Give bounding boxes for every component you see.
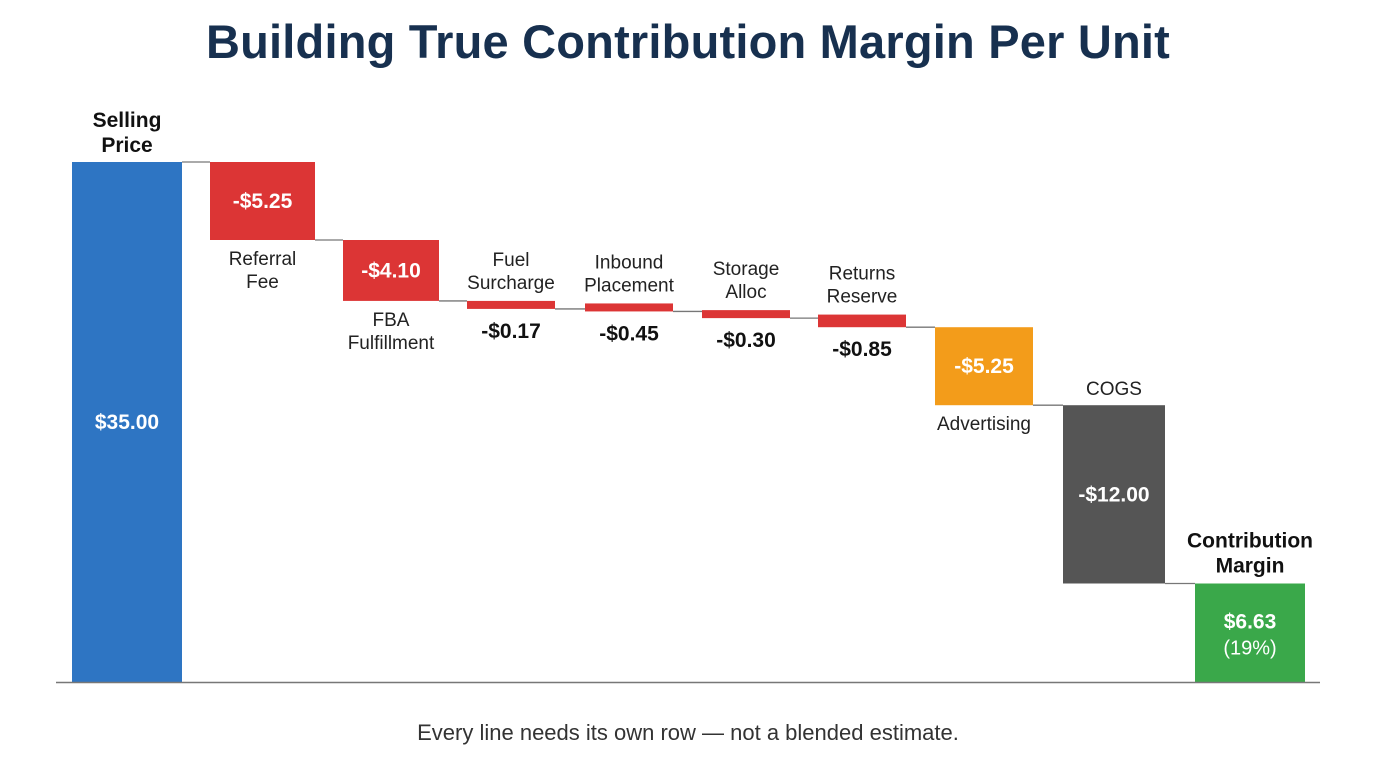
data-label-storage-alloc: -$0.30 xyxy=(716,329,776,352)
data-label-fba-fulfillment: -$4.10 xyxy=(361,259,421,282)
bar-advertising xyxy=(935,327,1033,406)
data-label-cogs: -$12.00 xyxy=(1078,483,1149,506)
connector-lines xyxy=(182,161,1195,585)
data-label-fuel-surcharge: -$0.17 xyxy=(481,320,541,343)
category-label-fba-fulfillment: Fulfillment xyxy=(348,333,435,354)
data-sublabel-contribution-margin: (19%) xyxy=(1223,637,1276,659)
bar-cogs xyxy=(1063,405,1165,584)
category-label-fba-fulfillment: FBA xyxy=(373,310,410,331)
bar-fba-fulfillment xyxy=(343,240,439,301)
category-label-referral-fee: Fee xyxy=(246,272,279,293)
footnote: Every line needs its own row — not a ble… xyxy=(417,720,959,745)
category-label-referral-fee: Referral xyxy=(229,249,297,270)
chart-title: Building True Contribution Margin Per Un… xyxy=(205,15,1170,68)
category-label-cogs: COGS xyxy=(1086,379,1142,400)
category-label-contribution-margin: Contribution xyxy=(1187,529,1313,552)
bar-selling-price xyxy=(72,162,182,682)
bar-storage-alloc xyxy=(702,310,790,319)
bar-referral-fee xyxy=(210,162,315,240)
data-label-contribution-margin: $6.63 xyxy=(1224,610,1277,633)
category-label-selling-price: Selling xyxy=(93,109,162,132)
category-label-fuel-surcharge: Fuel xyxy=(493,250,530,271)
category-label-returns-reserve: Reserve xyxy=(827,287,898,308)
bar-contribution-margin xyxy=(1195,583,1305,682)
data-label-advertising: -$5.25 xyxy=(954,355,1014,378)
data-label-referral-fee: -$5.25 xyxy=(233,190,293,213)
data-label-returns-reserve: -$0.85 xyxy=(832,338,892,361)
bars xyxy=(72,162,1305,682)
bar-fuel-surcharge xyxy=(467,300,555,309)
category-label-returns-reserve: Returns xyxy=(829,264,896,285)
bar-inbound-placement xyxy=(585,303,673,312)
category-label-storage-alloc: Storage xyxy=(713,259,780,280)
category-label-storage-alloc: Alloc xyxy=(725,282,766,303)
category-label-advertising: Advertising xyxy=(937,414,1031,435)
bar-returns-reserve xyxy=(818,314,906,328)
category-label-contribution-margin: Margin xyxy=(1216,554,1285,577)
category-label-inbound-placement: Placement xyxy=(584,275,674,296)
category-label-selling-price: Price xyxy=(101,134,152,157)
data-label-selling-price: $35.00 xyxy=(95,411,159,434)
data-label-inbound-placement: -$0.45 xyxy=(599,322,659,345)
category-label-fuel-surcharge: Surcharge xyxy=(467,273,555,294)
category-label-inbound-placement: Inbound xyxy=(595,252,664,273)
